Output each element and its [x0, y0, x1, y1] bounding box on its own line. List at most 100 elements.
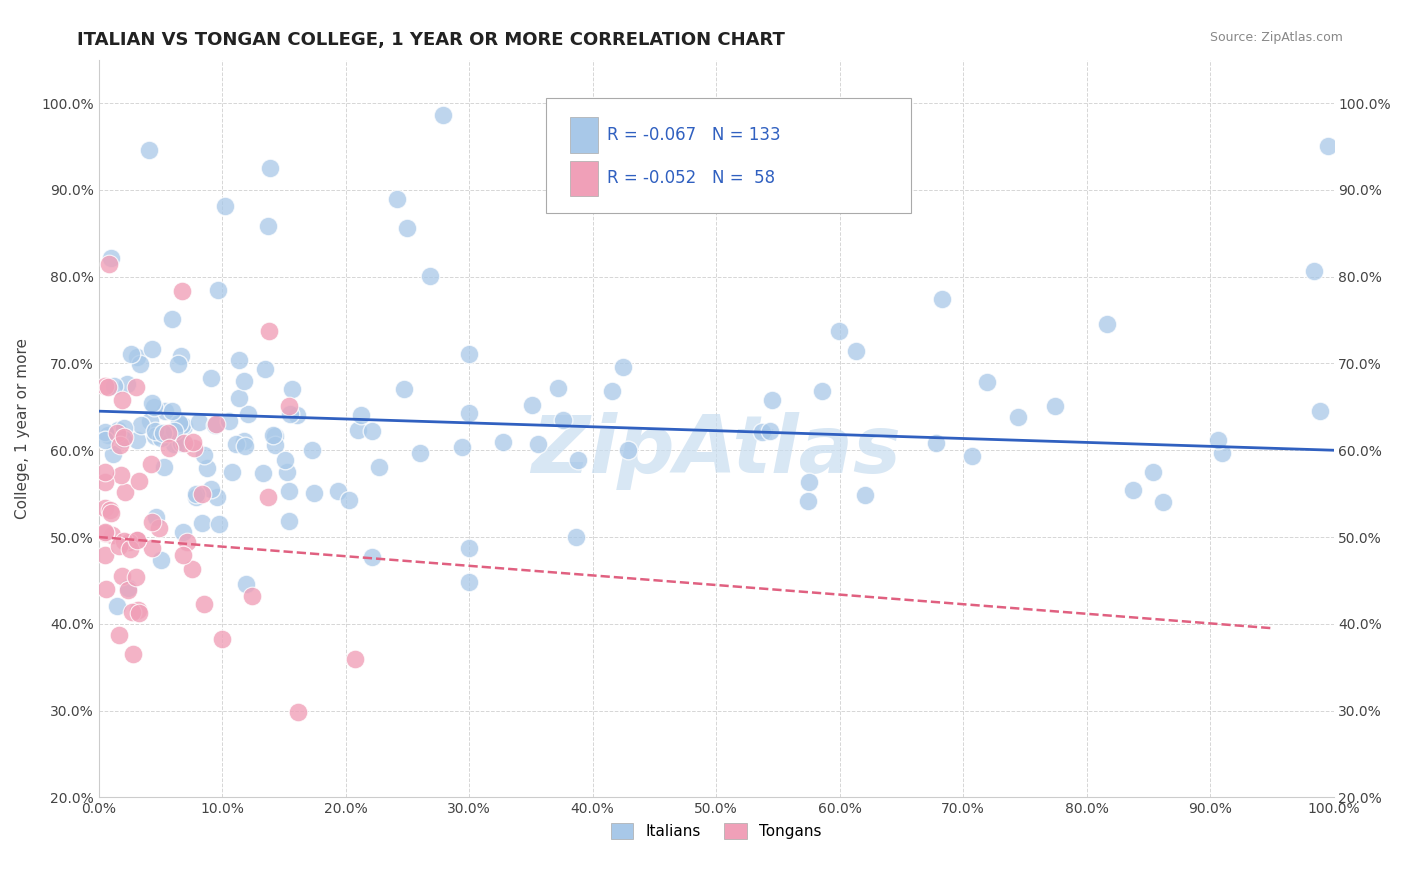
Point — [193, 598, 215, 612]
Point — [797, 494, 820, 508]
Point — [108, 539, 131, 553]
Point — [118, 542, 141, 557]
Point — [122, 647, 145, 661]
Point — [458, 575, 481, 590]
Point — [458, 541, 481, 555]
Point — [117, 583, 139, 598]
Point — [125, 533, 148, 548]
Point — [204, 418, 226, 433]
Point — [225, 437, 247, 451]
Point — [207, 284, 229, 298]
Point — [162, 312, 184, 326]
Point — [141, 396, 163, 410]
Point — [799, 475, 821, 490]
Y-axis label: College, 1 year or more: College, 1 year or more — [15, 338, 30, 519]
Point — [97, 257, 120, 271]
Point — [170, 284, 193, 298]
Point — [612, 359, 634, 374]
Point — [301, 442, 323, 457]
Point — [492, 435, 515, 450]
Point — [100, 506, 122, 520]
Point — [193, 449, 215, 463]
Point — [278, 483, 301, 498]
Point — [143, 428, 166, 442]
Point — [285, 408, 308, 422]
Point — [392, 382, 415, 396]
Point — [167, 357, 190, 371]
Point — [214, 199, 236, 213]
Point — [228, 391, 250, 405]
Point — [408, 446, 430, 460]
Point — [273, 453, 295, 467]
FancyBboxPatch shape — [571, 117, 598, 153]
Point — [111, 392, 134, 407]
Point — [200, 371, 222, 385]
Point — [337, 492, 360, 507]
Point — [163, 424, 186, 438]
Point — [218, 414, 240, 428]
Point — [94, 548, 117, 562]
Point — [1142, 465, 1164, 479]
Point — [118, 535, 141, 549]
Text: ZipAtlas: ZipAtlas — [531, 412, 901, 490]
Point — [128, 607, 150, 621]
Point — [233, 439, 256, 453]
Point — [276, 465, 298, 479]
Legend: Italians, Tongans: Italians, Tongans — [605, 817, 828, 845]
Point — [128, 474, 150, 488]
Point — [149, 431, 172, 445]
Point — [205, 417, 228, 431]
Point — [112, 432, 135, 446]
Point — [263, 438, 285, 452]
Point — [1309, 404, 1331, 418]
Point — [347, 423, 370, 437]
Point — [125, 380, 148, 394]
Point — [100, 251, 122, 265]
Point — [117, 581, 139, 595]
Point — [153, 459, 176, 474]
Point — [828, 325, 851, 339]
Point — [432, 108, 454, 122]
Point — [617, 442, 640, 457]
Point — [264, 429, 287, 443]
Point — [360, 424, 382, 438]
Point — [343, 651, 366, 665]
Point — [567, 453, 589, 467]
Point — [1208, 433, 1230, 447]
Point — [107, 628, 129, 642]
Point — [172, 417, 194, 432]
Point — [139, 414, 162, 428]
Point — [188, 415, 211, 429]
Point — [145, 510, 167, 524]
Point — [163, 437, 186, 451]
Point — [184, 490, 207, 504]
Point — [207, 490, 229, 504]
Point — [107, 423, 129, 437]
Point — [103, 379, 125, 393]
Point — [208, 517, 231, 532]
Point — [1317, 138, 1340, 153]
Point — [350, 408, 373, 422]
Point — [160, 404, 183, 418]
Point — [111, 569, 134, 583]
Point — [278, 399, 301, 413]
Point — [157, 441, 180, 455]
Point — [211, 632, 233, 647]
Point — [112, 420, 135, 434]
Point — [281, 382, 304, 396]
Point — [1152, 495, 1174, 509]
Point — [232, 374, 254, 388]
Point — [183, 441, 205, 455]
Point — [419, 269, 441, 284]
Point — [368, 459, 391, 474]
Point — [131, 417, 153, 432]
Point — [221, 465, 243, 479]
Point — [236, 407, 259, 421]
Point — [127, 603, 149, 617]
Point — [361, 550, 384, 565]
Point — [385, 192, 408, 206]
Point — [925, 436, 948, 450]
Point — [170, 349, 193, 363]
Point — [157, 425, 180, 440]
Point — [173, 436, 195, 450]
